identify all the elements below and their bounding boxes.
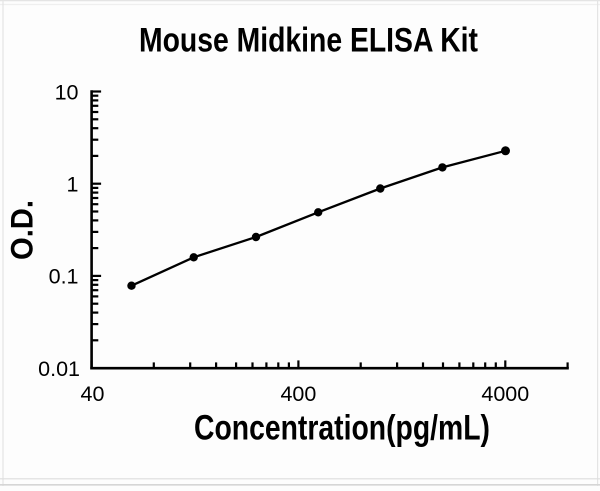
svg-text:Concentration(pg/mL): Concentration(pg/mL) — [194, 409, 490, 448]
svg-text:O.D.: O.D. — [4, 200, 40, 260]
svg-text:1: 1 — [67, 172, 79, 196]
svg-text:400: 400 — [280, 382, 316, 406]
svg-text:40: 40 — [81, 382, 105, 406]
svg-text:0.01: 0.01 — [38, 357, 80, 381]
svg-text:Mouse Midkine ELISA Kit: Mouse Midkine ELISA Kit — [139, 22, 478, 60]
svg-text:0.1: 0.1 — [49, 265, 79, 289]
svg-text:4000: 4000 — [481, 382, 529, 406]
svg-text:10: 10 — [55, 81, 79, 105]
